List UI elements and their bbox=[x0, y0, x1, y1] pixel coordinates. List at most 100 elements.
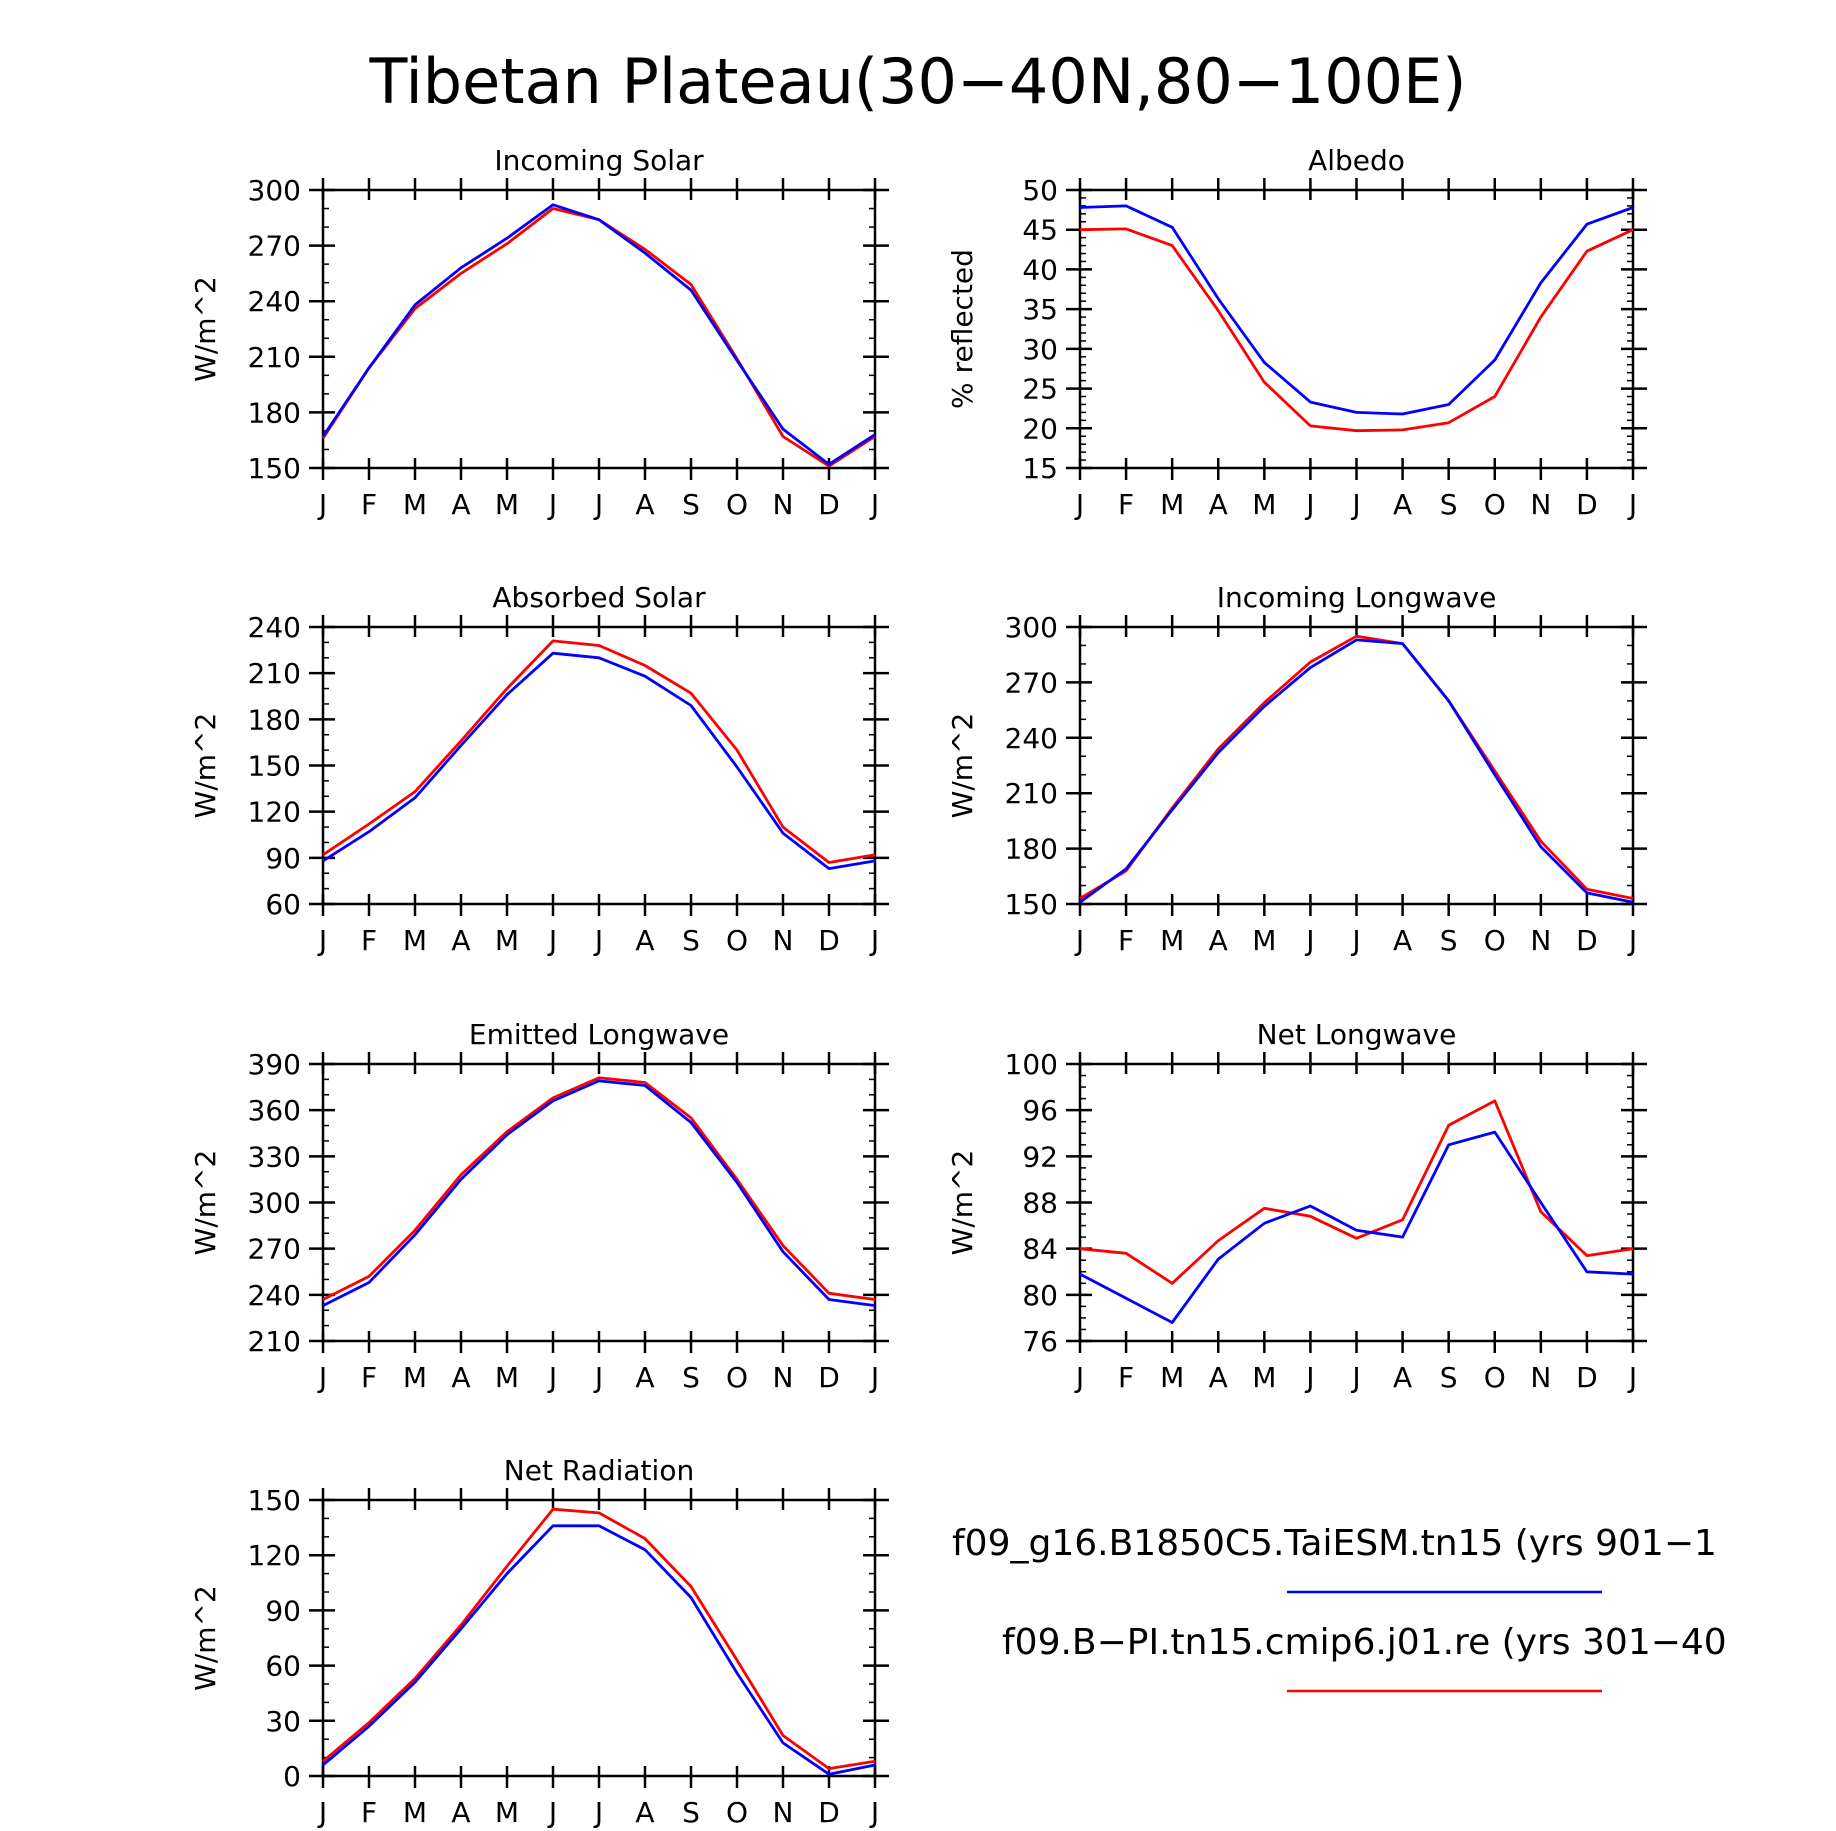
x-tick-label: A bbox=[1393, 924, 1412, 957]
x-tick-label: F bbox=[361, 1361, 377, 1394]
y-tick-label: 20 bbox=[1022, 412, 1058, 445]
x-tick-label: O bbox=[726, 1361, 748, 1394]
series-line-red bbox=[322, 1076, 876, 1301]
y-tick-label: 60 bbox=[265, 1650, 301, 1683]
x-tick-label: J bbox=[1074, 1361, 1084, 1394]
y-tick-label: 84 bbox=[1022, 1233, 1058, 1266]
y-tick-label: 150 bbox=[248, 452, 301, 485]
series-line-blue bbox=[322, 1079, 876, 1307]
y-tick-label: 90 bbox=[265, 1594, 301, 1627]
y-axis-label: W/m^2 bbox=[189, 1585, 222, 1691]
x-tick-label: O bbox=[726, 488, 748, 521]
x-tick-label: D bbox=[1576, 488, 1598, 521]
x-tick-label: J bbox=[593, 488, 603, 521]
x-tick-label: J bbox=[593, 1361, 603, 1394]
series-line-blue bbox=[322, 1524, 876, 1776]
x-tick-label: J bbox=[547, 1796, 557, 1829]
x-tick-label: J bbox=[1350, 488, 1360, 521]
y-tick-label: 120 bbox=[248, 796, 301, 829]
y-tick-label: 150 bbox=[248, 750, 301, 783]
x-tick-label: S bbox=[1440, 1361, 1458, 1394]
x-tick-label: M bbox=[1160, 924, 1184, 957]
y-tick-label: 15 bbox=[1022, 452, 1058, 485]
panel-title: Absorbed Solar bbox=[492, 581, 706, 614]
x-tick-label: A bbox=[635, 1361, 654, 1394]
y-tick-label: 30 bbox=[265, 1705, 301, 1738]
x-tick-label: S bbox=[682, 924, 700, 957]
x-tick-label: D bbox=[1576, 1361, 1598, 1394]
x-tick-label: A bbox=[451, 1361, 470, 1394]
x-tick-label: J bbox=[317, 488, 327, 521]
x-tick-label: J bbox=[317, 1361, 327, 1394]
x-tick-label: O bbox=[726, 924, 748, 957]
x-tick-label: N bbox=[773, 1796, 794, 1829]
x-tick-label: J bbox=[1304, 924, 1314, 957]
y-axis-label: % reflected bbox=[946, 249, 979, 409]
y-tick-label: 270 bbox=[248, 230, 301, 263]
y-tick-label: 76 bbox=[1022, 1325, 1058, 1358]
x-tick-label: A bbox=[451, 1796, 470, 1829]
y-tick-label: 180 bbox=[1005, 833, 1058, 866]
series-line-blue bbox=[322, 651, 876, 870]
series-line-red bbox=[322, 639, 876, 864]
x-tick-label: D bbox=[818, 924, 840, 957]
x-tick-label: J bbox=[1627, 1361, 1637, 1394]
y-tick-label: 300 bbox=[248, 174, 301, 207]
legend-label-red: f09.B−PI.tn15.cmip6.j01.re (yrs 301−40 bbox=[1002, 1622, 1727, 1663]
y-tick-label: 360 bbox=[248, 1094, 301, 1127]
x-tick-label: A bbox=[451, 924, 470, 957]
series-line-blue bbox=[321, 203, 876, 466]
x-tick-label: J bbox=[547, 1361, 557, 1394]
y-tick-label: 50 bbox=[1022, 174, 1058, 207]
y-tick-label: 270 bbox=[1005, 666, 1058, 699]
x-tick-label: J bbox=[869, 1796, 879, 1829]
y-tick-label: 60 bbox=[265, 888, 301, 921]
y-axis-label: W/m^2 bbox=[189, 713, 222, 819]
x-tick-label: A bbox=[635, 488, 654, 521]
x-tick-label: M bbox=[495, 924, 519, 957]
y-tick-label: 90 bbox=[265, 842, 301, 875]
x-tick-label: M bbox=[1252, 1361, 1276, 1394]
y-tick-label: 180 bbox=[248, 396, 301, 429]
x-tick-label: F bbox=[361, 924, 377, 957]
x-tick-label: J bbox=[1350, 1361, 1360, 1394]
y-tick-label: 300 bbox=[248, 1187, 301, 1220]
series-line-red bbox=[1079, 1099, 1634, 1285]
y-axis-label: W/m^2 bbox=[189, 1150, 222, 1256]
y-tick-label: 180 bbox=[248, 703, 301, 736]
y-tick-label: 80 bbox=[1022, 1279, 1058, 1312]
y-tick-label: 150 bbox=[248, 1484, 301, 1517]
panels: J F M A M J J A S O N D J150180210240270300Incoming … bbox=[189, 144, 1647, 1829]
y-tick-label: 240 bbox=[248, 285, 301, 318]
x-tick-label: J bbox=[1627, 488, 1637, 521]
y-tick-label: 120 bbox=[248, 1539, 301, 1572]
x-tick-label: M bbox=[1160, 488, 1184, 521]
x-tick-label: A bbox=[1209, 1361, 1228, 1394]
x-tick-label: J bbox=[317, 924, 327, 957]
y-tick-label: 240 bbox=[248, 1279, 301, 1312]
x-tick-label: M bbox=[403, 1361, 427, 1394]
x-tick-label: O bbox=[726, 1796, 748, 1829]
x-tick-label: J bbox=[1627, 924, 1637, 957]
x-tick-label: M bbox=[403, 924, 427, 957]
x-tick-label: O bbox=[1484, 1361, 1506, 1394]
y-tick-label: 35 bbox=[1022, 293, 1058, 326]
y-tick-label: 210 bbox=[248, 1325, 301, 1358]
x-tick-label: F bbox=[361, 1796, 377, 1829]
panel-title: Incoming Longwave bbox=[1217, 581, 1497, 614]
x-tick-label: J bbox=[1304, 488, 1314, 521]
y-tick-label: 45 bbox=[1022, 214, 1058, 247]
x-tick-label: J bbox=[547, 924, 557, 957]
panel-title: Emitted Longwave bbox=[469, 1018, 729, 1051]
x-tick-label: M bbox=[1252, 488, 1276, 521]
x-tick-label: S bbox=[1440, 488, 1458, 521]
x-tick-label: J bbox=[1074, 924, 1084, 957]
x-tick-label: A bbox=[635, 924, 654, 957]
figure-title: Tibetan Plateau(30−40N,80−100E) bbox=[369, 45, 1467, 118]
panel-title: Net Radiation bbox=[504, 1454, 694, 1487]
panel-incoming-longwave: J F M A M J J A S O N D J150180210240270300Incoming … bbox=[946, 581, 1647, 957]
